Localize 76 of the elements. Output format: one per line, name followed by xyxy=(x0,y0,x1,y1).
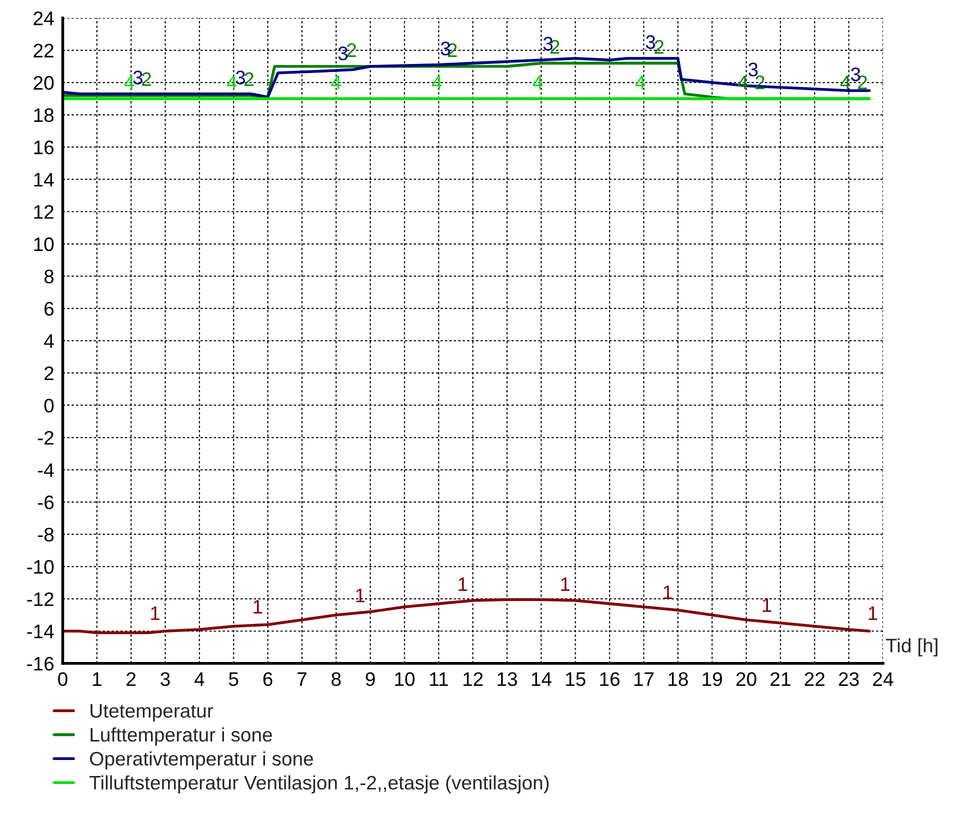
x-tick-label: 19 xyxy=(702,672,722,686)
annotation: 3 xyxy=(850,67,860,82)
x-axis-title: Tid [h] xyxy=(886,638,938,656)
y-tick-label: -2 xyxy=(38,430,54,445)
y-tick-label: 4 xyxy=(44,334,54,348)
x-tick-label: 2 xyxy=(126,672,136,686)
x-tick-label: 13 xyxy=(498,672,517,686)
y-tick-label: 12 xyxy=(34,205,54,219)
y-tick-label: 14 xyxy=(34,173,54,186)
y-tick-label: -6 xyxy=(38,496,54,510)
legend-label: Lufttemperatur i sone xyxy=(90,727,272,746)
y-tick-label: 20 xyxy=(34,76,54,90)
y-tick-label: -12 xyxy=(27,592,54,606)
x-tick-label: 4 xyxy=(194,672,204,686)
y-tick-label: 18 xyxy=(34,108,54,122)
y-tick-label: 6 xyxy=(44,302,54,316)
y-tick-label: 2 xyxy=(44,366,54,380)
annotation: 1 xyxy=(868,606,878,620)
x-tick-label: 16 xyxy=(600,672,620,686)
legend-label: Operativtemperatur i sone xyxy=(90,751,314,770)
x-tick-label: 7 xyxy=(298,672,306,686)
annotation: 2 xyxy=(550,40,560,54)
x-tick-label: 6 xyxy=(263,672,272,686)
x-tick-label: 18 xyxy=(668,672,688,686)
annotation: 1 xyxy=(151,606,160,620)
y-tick-label: 24 xyxy=(34,11,54,26)
x-tick-label: 23 xyxy=(838,672,859,686)
x-tick-label: 12 xyxy=(464,672,483,686)
legend-label: Tilluftstemperatur Ventilasjon 1,-2,,etasje (ventilasjon) xyxy=(90,775,549,794)
y-tick-label: -4 xyxy=(38,463,54,477)
y-tick-label: -10 xyxy=(27,560,54,574)
annotation: 1 xyxy=(664,586,672,599)
annotation: 3 xyxy=(646,35,656,49)
x-tick-label: 14 xyxy=(532,672,552,686)
x-tick-label: 20 xyxy=(736,672,756,686)
x-tick-label: 11 xyxy=(430,672,448,686)
y-tick-label: 0 xyxy=(44,398,54,412)
y-tick-label: -8 xyxy=(38,528,54,542)
annotation: 1 xyxy=(762,598,772,612)
y-tick-label: 22 xyxy=(34,44,54,58)
annotation: 1 xyxy=(356,588,365,602)
annotation: 2 xyxy=(244,72,254,86)
annotation: 1 xyxy=(458,578,468,591)
annotation: 4 xyxy=(124,76,134,90)
x-tick-label: 5 xyxy=(228,672,238,686)
x-tick-label: 22 xyxy=(804,672,824,686)
x-tick-label: 1 xyxy=(92,672,102,686)
annotation: 2 xyxy=(142,72,151,86)
annotation: 4 xyxy=(840,76,850,90)
x-tick-label: 8 xyxy=(332,672,341,686)
x-tick-label: 3 xyxy=(160,672,170,686)
annotation: 2 xyxy=(654,40,664,54)
y-tick-label: 8 xyxy=(44,270,54,284)
x-tick-label: 0 xyxy=(58,672,68,686)
x-tick-label: 24 xyxy=(873,672,894,686)
x-tick-label: 10 xyxy=(395,672,415,686)
annotation: 1 xyxy=(561,578,570,591)
annotation: 3 xyxy=(440,42,450,56)
y-tick-label: -14 xyxy=(27,624,54,638)
y-tick-label: 10 xyxy=(34,237,54,252)
y-tick-label: 16 xyxy=(34,140,54,154)
x-tick-label: 17 xyxy=(634,672,654,686)
annotation: 1 xyxy=(254,600,262,614)
annotation: 3 xyxy=(543,36,553,51)
annotation: 4 xyxy=(331,76,341,90)
annotation: 3 xyxy=(748,62,758,76)
x-tick-label: 9 xyxy=(366,672,375,686)
y-tick-label: -16 xyxy=(27,656,54,671)
x-tick-label: 15 xyxy=(566,672,586,686)
annotation: 4 xyxy=(532,76,543,90)
annotation: 3 xyxy=(236,70,245,84)
annotation: 3 xyxy=(133,70,142,84)
legend-label: Utetemperatur xyxy=(90,704,214,722)
annotation: 3 xyxy=(338,46,348,60)
annotation: 2 xyxy=(347,43,356,57)
x-tick-label: 21 xyxy=(770,672,790,686)
